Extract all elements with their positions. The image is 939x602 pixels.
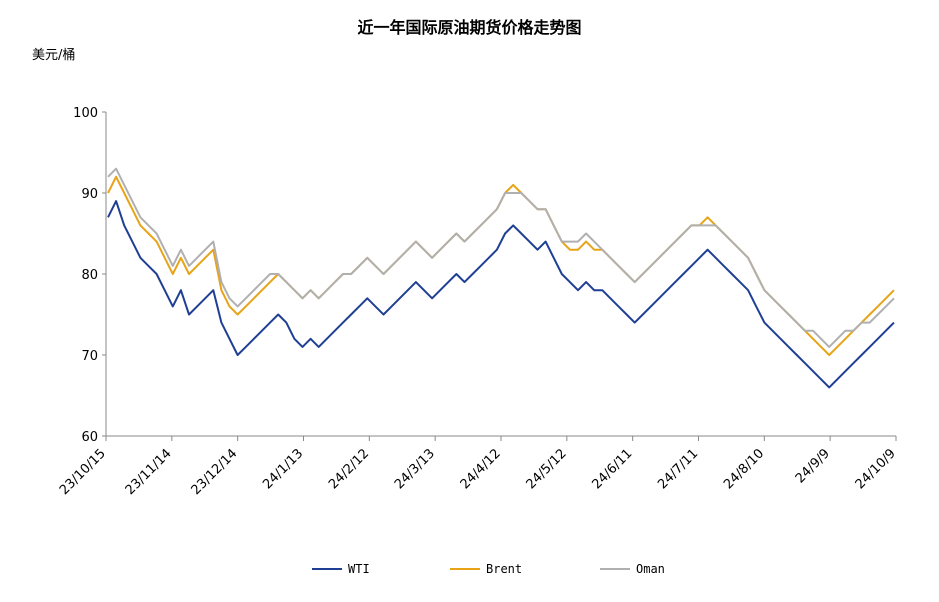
legend-label-wti: WTI <box>348 562 370 576</box>
y-tick-label: 90 <box>81 187 98 202</box>
legend-item-brent: Brent <box>450 562 522 576</box>
series-line-wti <box>107 200 895 389</box>
legend-label-brent: Brent <box>486 562 523 576</box>
x-tick-label: 23/10/15 <box>57 446 109 498</box>
x-tick-label: 24/1/13 <box>260 446 306 492</box>
x-tick-label: 23/11/14 <box>123 446 175 498</box>
y-axis-unit: 美元/桶 <box>32 48 76 63</box>
y-tick-label: 70 <box>81 349 98 364</box>
x-tick-label: 24/7/11 <box>655 446 701 492</box>
x-tick-label: 24/8/10 <box>721 446 767 492</box>
x-tick-label: 24/9/9 <box>793 446 833 486</box>
x-tick-label: 24/5/12 <box>524 446 570 492</box>
series-line-brent <box>107 175 895 356</box>
x-tick-label: 24/2/12 <box>326 446 372 492</box>
legend-swatch-wti <box>312 568 342 570</box>
x-tick-label: 24/4/12 <box>458 446 504 492</box>
y-tick-label: 80 <box>81 268 98 283</box>
y-tick-label: 100 <box>73 106 98 121</box>
x-tick-label: 23/12/14 <box>189 446 241 498</box>
chart-title: 近一年国际原油期货价格走势图 <box>357 18 582 37</box>
x-tick-label: 24/3/13 <box>392 446 438 492</box>
legend-label-oman: Oman <box>636 562 665 576</box>
series-line-oman <box>107 167 895 348</box>
y-tick-label: 60 <box>81 430 98 445</box>
x-tick-label: 24/10/9 <box>853 446 899 492</box>
legend-swatch-brent <box>450 568 480 570</box>
legend-item-wti: WTI <box>312 562 370 576</box>
legend-item-oman: Oman <box>600 562 665 576</box>
x-tick-label: 24/6/11 <box>589 446 635 492</box>
legend-swatch-oman <box>600 568 630 570</box>
